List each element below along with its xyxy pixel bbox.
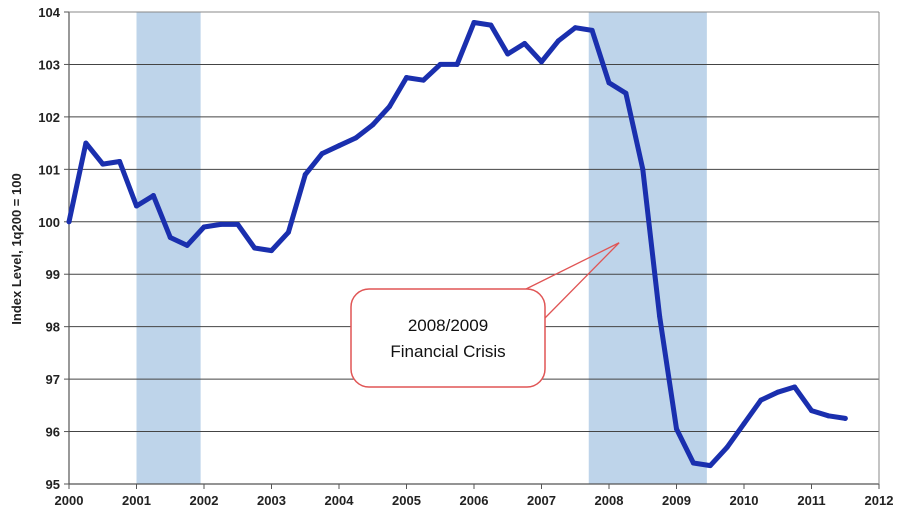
data-point xyxy=(690,460,696,466)
data-point xyxy=(792,384,798,390)
data-point xyxy=(302,172,308,178)
y-tick-label: 97 xyxy=(46,372,60,387)
x-tick-label: 2006 xyxy=(460,493,489,508)
x-tick-label: 2010 xyxy=(730,493,759,508)
x-tick-label: 2002 xyxy=(190,493,219,508)
x-tick-label: 2009 xyxy=(662,493,691,508)
data-point xyxy=(674,426,679,432)
data-point xyxy=(707,463,713,469)
data-point xyxy=(437,61,443,67)
data-point xyxy=(522,40,528,46)
y-tick-label: 96 xyxy=(46,425,60,440)
data-point xyxy=(404,75,409,81)
x-axis-tick-labels: 2000 2001 2002 2003 2004 2005 2006 2007 2008 2009… xyxy=(55,493,894,508)
data-point xyxy=(471,19,477,25)
data-point xyxy=(66,219,72,225)
data-point xyxy=(83,140,89,146)
data-point xyxy=(454,61,460,67)
data-point xyxy=(825,413,831,419)
data-point xyxy=(117,158,123,164)
y-tick-label: 99 xyxy=(46,267,60,282)
x-tick-label: 2008 xyxy=(595,493,624,508)
callout-line-1: 2008/2009 xyxy=(408,316,488,335)
data-point xyxy=(606,80,612,86)
data-point xyxy=(420,77,426,83)
y-tick-label: 98 xyxy=(46,320,60,335)
y-tick-label: 100 xyxy=(38,215,60,230)
data-point xyxy=(167,235,173,241)
x-tick-label: 2007 xyxy=(527,493,556,508)
data-point xyxy=(218,221,224,227)
x-tick-label: 2011 xyxy=(797,493,825,508)
data-point xyxy=(572,25,578,31)
data-point xyxy=(336,143,342,149)
y-tick-label: 102 xyxy=(38,110,60,125)
data-point xyxy=(100,161,106,167)
data-point xyxy=(623,90,629,96)
y-tick-label: 101 xyxy=(38,162,60,177)
data-point xyxy=(657,313,663,319)
y-axis-title: Index Level, 1q200 = 100 xyxy=(9,173,24,324)
data-point xyxy=(269,248,274,254)
data-point xyxy=(724,444,730,450)
plot-background xyxy=(69,12,879,484)
data-point xyxy=(150,193,156,199)
data-point xyxy=(640,166,646,172)
data-point xyxy=(235,221,241,227)
data-point xyxy=(741,421,747,427)
x-tick-label: 2003 xyxy=(257,493,286,508)
data-point xyxy=(775,389,781,395)
data-point xyxy=(555,38,561,44)
callout-box xyxy=(350,288,546,388)
x-tick-label: 2004 xyxy=(325,493,355,508)
data-point xyxy=(842,415,848,421)
data-point xyxy=(809,408,814,414)
data-point xyxy=(319,151,325,157)
y-tick-label: 95 xyxy=(46,477,60,492)
x-tick-label: 2001 xyxy=(122,493,151,508)
series xyxy=(66,19,848,469)
data-point xyxy=(134,203,139,209)
x-tick-label: 2005 xyxy=(392,493,421,508)
callout-line-2: Financial Crisis xyxy=(390,342,505,361)
recession-band xyxy=(136,12,201,484)
data-point xyxy=(589,27,595,33)
x-tick-label: 2000 xyxy=(55,493,84,508)
data-point xyxy=(758,397,764,403)
data-point xyxy=(201,224,207,230)
data-point xyxy=(488,22,494,28)
data-point xyxy=(505,51,511,57)
y-tick-label: 103 xyxy=(38,57,60,72)
plot-area xyxy=(69,12,879,484)
y-tick-label: 104 xyxy=(38,5,60,20)
annotation-callout: 2008/2009 Financial Crisis xyxy=(350,242,620,388)
data-point xyxy=(370,122,376,128)
axes xyxy=(64,11,880,489)
x-tick-label: 2012 xyxy=(865,493,894,508)
callout-pointer-edge xyxy=(544,242,620,319)
callout-pointer-edge xyxy=(525,242,620,290)
data-point xyxy=(184,242,190,248)
data-point xyxy=(285,229,291,235)
data-point xyxy=(353,135,359,141)
data-point xyxy=(252,245,258,251)
y-axis-tick-labels: 95 96 97 98 99 100 101 102 103 104 xyxy=(38,5,60,492)
data-point xyxy=(539,59,544,65)
data-point xyxy=(387,103,393,109)
